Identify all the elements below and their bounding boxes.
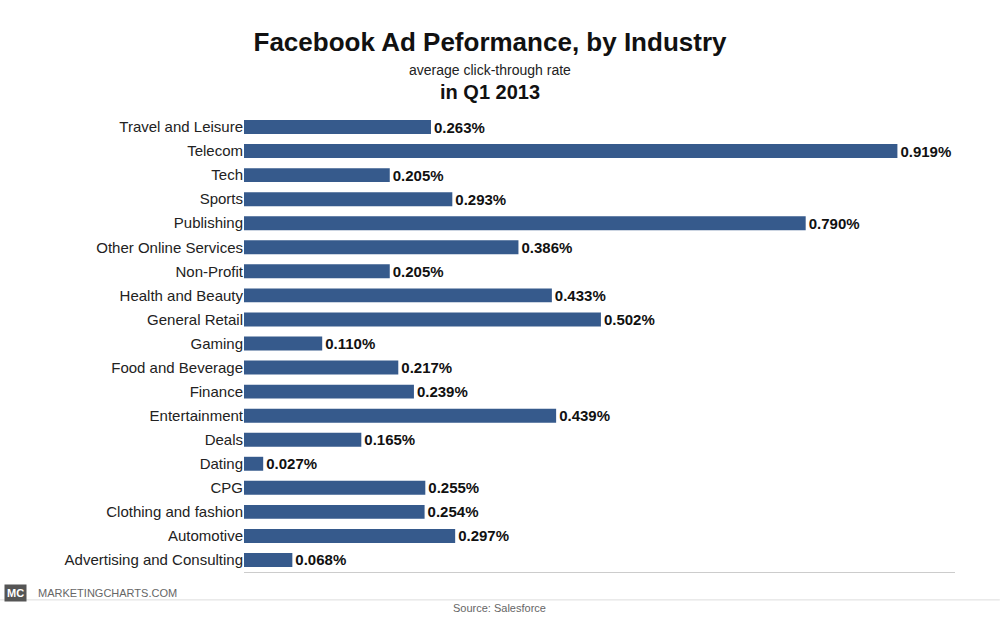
svg-text:in Q1 2013: in Q1 2013	[440, 81, 540, 103]
svg-text:Telecom: Telecom	[187, 142, 243, 159]
svg-text:0.297%: 0.297%	[458, 527, 509, 544]
svg-text:0.439%: 0.439%	[559, 407, 610, 424]
svg-text:General Retail: General Retail	[147, 311, 243, 328]
svg-text:MC: MC	[7, 587, 24, 599]
svg-text:0.254%: 0.254%	[428, 503, 479, 520]
svg-text:0.255%: 0.255%	[428, 479, 479, 496]
svg-text:0.110%: 0.110%	[325, 335, 375, 352]
svg-text:Tech: Tech	[211, 166, 243, 183]
svg-text:Source: Salesforce: Source: Salesforce	[453, 602, 546, 614]
svg-text:Travel and Leisure: Travel and Leisure	[119, 118, 243, 135]
svg-text:Finance: Finance	[190, 383, 243, 400]
svg-text:MARKETINGCHARTS.COM: MARKETINGCHARTS.COM	[38, 587, 177, 599]
svg-text:Sports: Sports	[200, 190, 243, 207]
svg-text:Health and Beauty: Health and Beauty	[120, 287, 244, 304]
svg-text:0.205%: 0.205%	[393, 263, 444, 280]
svg-text:0.502%: 0.502%	[604, 311, 655, 328]
svg-text:Food and Beverage: Food and Beverage	[111, 359, 243, 376]
svg-text:0.239%: 0.239%	[417, 383, 468, 400]
svg-text:0.790%: 0.790%	[809, 215, 860, 232]
svg-text:Other Online Services: Other Online Services	[96, 239, 243, 256]
svg-text:0.263%: 0.263%	[434, 119, 485, 136]
svg-text:Entertainment: Entertainment	[150, 407, 244, 424]
svg-text:0.217%: 0.217%	[401, 359, 452, 376]
svg-text:average click-through rate: average click-through rate	[409, 62, 571, 78]
svg-text:Deals: Deals	[205, 431, 243, 448]
svg-text:Advertising and Consulting: Advertising and Consulting	[65, 551, 243, 568]
svg-text:Publishing: Publishing	[174, 214, 243, 231]
svg-text:Non-Profit: Non-Profit	[175, 263, 243, 280]
svg-text:Clothing and fashion: Clothing and fashion	[106, 503, 243, 520]
svg-text:Automotive: Automotive	[168, 527, 243, 544]
svg-text:0.386%: 0.386%	[521, 239, 572, 256]
svg-text:0.433%: 0.433%	[555, 287, 606, 304]
svg-text:Gaming: Gaming	[190, 335, 243, 352]
svg-text:0.027%: 0.027%	[266, 455, 317, 472]
svg-text:Dating: Dating	[200, 455, 243, 472]
svg-text:0.068%: 0.068%	[295, 551, 346, 568]
svg-text:0.165%: 0.165%	[364, 431, 415, 448]
svg-text:CPG: CPG	[210, 479, 243, 496]
svg-text:0.293%: 0.293%	[455, 191, 506, 208]
svg-text:0.205%: 0.205%	[393, 167, 444, 184]
svg-text:Facebook Ad Peformance, by Ind: Facebook Ad Peformance, by Industry	[254, 27, 727, 57]
svg-text:0.919%: 0.919%	[900, 143, 951, 160]
